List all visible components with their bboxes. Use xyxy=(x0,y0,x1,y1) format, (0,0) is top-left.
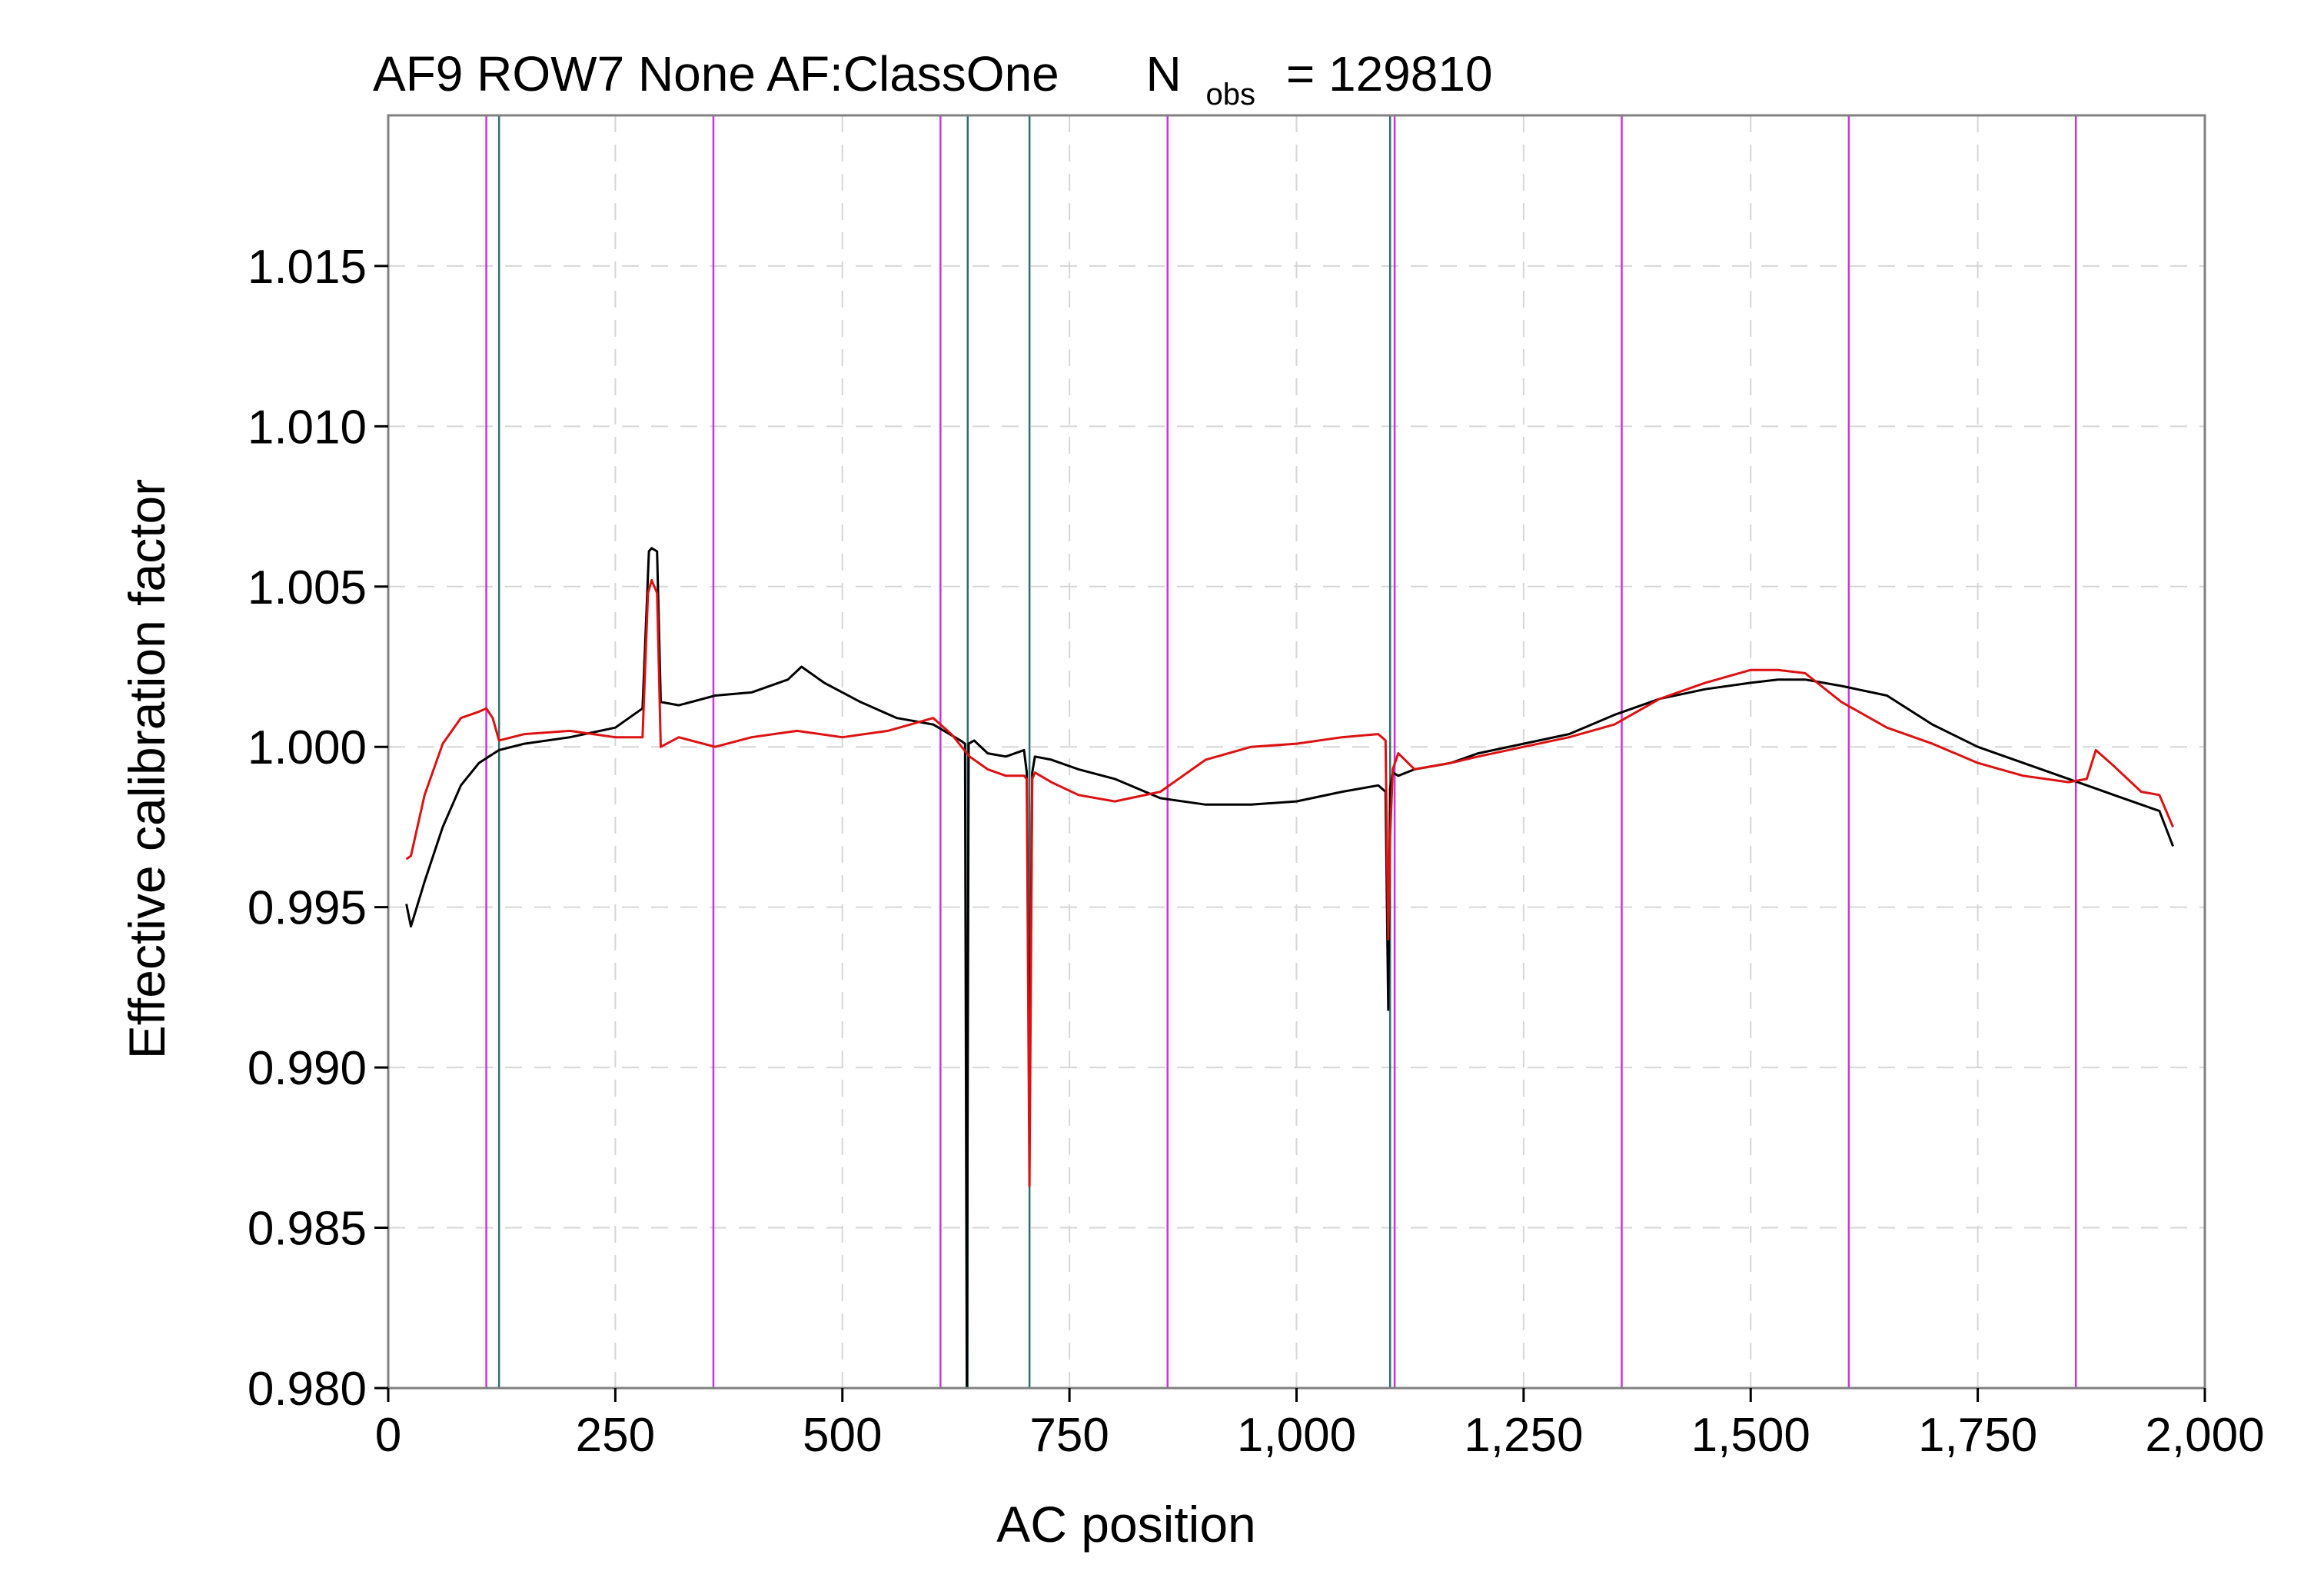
chart-title-n: N xyxy=(1146,46,1182,102)
x-tick-label: 750 xyxy=(1029,1409,1109,1462)
y-tick-label: 0.980 xyxy=(248,1363,367,1416)
x-tick-label: 1,250 xyxy=(1464,1409,1583,1462)
x-tick-label: 500 xyxy=(803,1409,882,1462)
chart-title: AF9 ROW7 None AF:ClassOne N obs = 129810 xyxy=(373,46,1493,115)
series-line-2 xyxy=(405,579,2174,1187)
y-tick-label: 0.990 xyxy=(248,1042,367,1095)
y-tick-label: 0.995 xyxy=(248,882,367,935)
chart-title-n-subscript: obs xyxy=(1206,78,1256,112)
y-axis: 0.980 0.985 0.990 0.995 1.000 1.005 1.010 1.015 xyxy=(248,241,388,1416)
y-tick-label: 1.005 xyxy=(248,561,367,614)
x-tick-label: 250 xyxy=(576,1409,655,1462)
y-tick-label: 1.000 xyxy=(248,721,367,774)
data-series xyxy=(405,547,2174,1388)
x-axis-title: AC position xyxy=(996,1496,1256,1553)
x-tick-label: 1,000 xyxy=(1237,1409,1356,1462)
x-tick-label: 1,750 xyxy=(1918,1409,2037,1462)
y-tick-label: 0.985 xyxy=(248,1203,367,1256)
x-tick-label: 2,000 xyxy=(2145,1409,2264,1462)
x-tick-label: 0 xyxy=(375,1409,401,1462)
chart-title-n-value: = 129810 xyxy=(1286,46,1493,102)
y-tick-label: 1.010 xyxy=(248,401,367,454)
chart-title-main: AF9 ROW7 None AF:ClassOne xyxy=(373,46,1059,102)
reference-lines xyxy=(485,115,2077,1388)
series-line-1 xyxy=(405,547,2174,1388)
y-axis-title: Effective calibration factor xyxy=(118,479,175,1060)
x-tick-label: 1,500 xyxy=(1691,1409,1810,1462)
x-axis: 0 250 500 750 1,000 1,250 1,500 1,750 2,000 xyxy=(375,1388,2265,1462)
grid-lines xyxy=(388,115,2205,1388)
y-tick-label: 1.015 xyxy=(248,241,367,294)
